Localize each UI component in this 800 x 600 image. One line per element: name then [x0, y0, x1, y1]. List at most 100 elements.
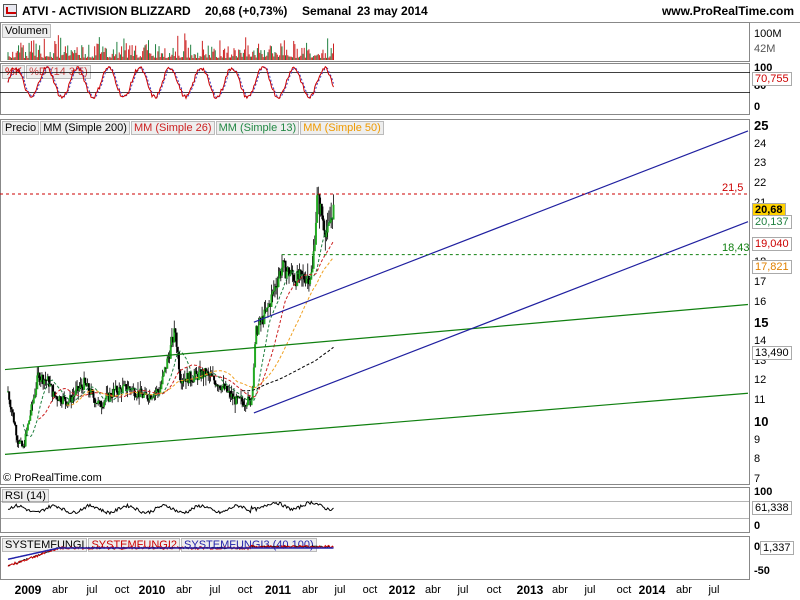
- price-candle: [290, 269, 293, 274]
- price-candle: [163, 367, 166, 373]
- price-candle: [306, 275, 309, 279]
- price-tick: 24: [754, 137, 767, 150]
- price-candle: [24, 433, 27, 447]
- price-candle: [247, 396, 250, 406]
- price-candle: [321, 215, 324, 221]
- price-candle: [168, 356, 171, 359]
- price-candle: [180, 380, 183, 384]
- price-candle: [85, 383, 88, 387]
- x-tick-label: 2012: [388, 583, 416, 597]
- price-candle: [58, 396, 61, 402]
- price-candle: [26, 424, 29, 431]
- price-candle: [249, 398, 252, 406]
- price-candle: [190, 380, 193, 382]
- price-tick: 22: [754, 177, 767, 190]
- price-candle: [149, 394, 152, 399]
- price-candle: [187, 373, 190, 384]
- price-candle: [71, 396, 74, 403]
- price-candle: [220, 388, 223, 391]
- price-candle: [229, 390, 232, 397]
- x-tick-label: jul: [334, 584, 346, 596]
- sma13-tag: 20,137: [752, 215, 792, 229]
- price-candle: [258, 318, 261, 326]
- price-candle: [153, 393, 156, 398]
- price-candle: [95, 402, 98, 404]
- price-candle: [324, 230, 327, 238]
- price-tick: 10: [754, 413, 769, 429]
- price-candle: [92, 391, 95, 398]
- price-candle: [270, 294, 273, 307]
- price-candle: [44, 379, 47, 381]
- price-candle: [265, 307, 268, 312]
- price-candle: [42, 374, 45, 385]
- price-candle: [101, 406, 104, 408]
- price-candle: [215, 384, 218, 386]
- x-tick-label: jul: [584, 584, 596, 596]
- price-candle: [87, 383, 90, 392]
- stoch-value-tag: 70,755: [752, 72, 792, 86]
- x-tick-label: oct: [362, 584, 378, 596]
- x-tick-label: 2011: [264, 583, 292, 597]
- price-candle: [83, 377, 86, 390]
- price-candle: [7, 391, 9, 393]
- x-tick-label: abr: [676, 584, 692, 596]
- stochastic-panel[interactable]: %K %D (14 3 5): [0, 63, 750, 115]
- price-candle: [232, 396, 235, 399]
- price-candle: [146, 394, 149, 399]
- x-tick-label: oct: [237, 584, 253, 596]
- price-candle: [242, 401, 245, 406]
- price-candle: [276, 287, 279, 289]
- price-candle: [325, 232, 328, 238]
- sma50-tag: 17,821: [752, 260, 792, 274]
- price-candle: [264, 309, 267, 312]
- price-candle: [14, 422, 17, 425]
- price-candle: [319, 203, 322, 215]
- chart-title: ATVI - ACTIVISION BLIZZARD: [22, 4, 191, 18]
- price-candle: [108, 392, 111, 402]
- rsi-panel[interactable]: RSI (14): [0, 487, 750, 533]
- price-candle: [46, 376, 49, 381]
- price-candle: [195, 370, 198, 374]
- sma200-line: [242, 346, 334, 392]
- x-tick-label: jul: [457, 584, 469, 596]
- price-candle: [86, 383, 89, 387]
- price-candle: [272, 290, 275, 292]
- price-candle: [284, 260, 287, 279]
- price-candle: [81, 386, 84, 390]
- x-tick-label: jul: [86, 584, 98, 596]
- price-candle: [298, 269, 301, 279]
- x-tick-label: abr: [552, 584, 568, 596]
- price-candle: [300, 270, 303, 275]
- price-candle: [209, 374, 212, 376]
- price-tick: 16: [754, 295, 767, 308]
- price-candle: [38, 372, 41, 382]
- price-candle: [115, 385, 118, 393]
- price-candle: [271, 291, 274, 295]
- price-candle: [15, 424, 18, 436]
- price-candle: [263, 309, 266, 325]
- price-candle: [36, 375, 39, 390]
- price-candle: [161, 376, 164, 385]
- price-candle: [302, 274, 305, 276]
- trend-upper-line: [4, 303, 749, 371]
- price-candle: [151, 397, 154, 399]
- site-url[interactable]: www.ProRealTime.com: [661, 4, 794, 18]
- price-candle: [181, 380, 184, 384]
- price-candle: [192, 381, 195, 383]
- x-tick-label: abr: [52, 584, 68, 596]
- price-candle: [307, 275, 310, 285]
- price-candle: [53, 391, 56, 396]
- price-candle: [204, 368, 207, 376]
- price-candle: [21, 440, 24, 447]
- sys-tick-0: 0: [754, 541, 761, 553]
- price-candle: [299, 269, 302, 271]
- price-candle: [74, 389, 77, 396]
- price-candle: [73, 395, 76, 397]
- price-candle: [200, 369, 203, 379]
- price-candle: [266, 307, 269, 309]
- price-candle: [35, 389, 38, 396]
- price-candle: [176, 346, 179, 352]
- price-candle: [127, 386, 130, 390]
- price-candle: [117, 392, 120, 395]
- price-candle: [262, 316, 265, 325]
